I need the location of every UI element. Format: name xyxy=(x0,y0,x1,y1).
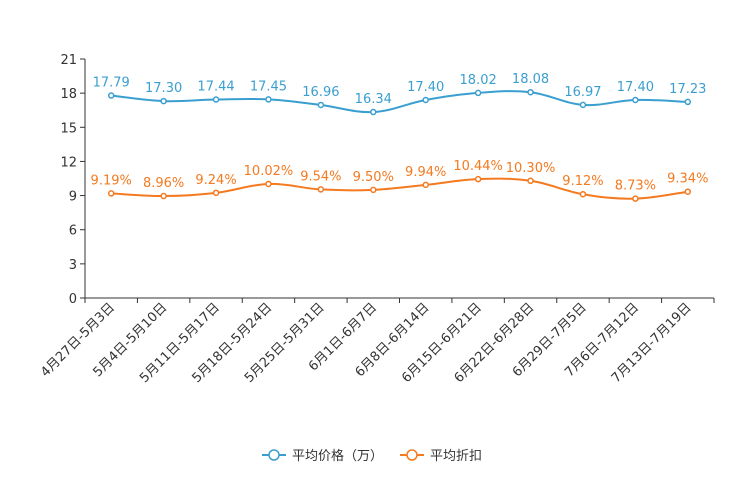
data-label: 17.44 xyxy=(197,80,234,95)
data-label: 9.12% xyxy=(562,174,603,189)
data-label: 16.97 xyxy=(564,85,601,100)
y-tick-label: 6 xyxy=(69,224,77,239)
data-point[interactable] xyxy=(422,181,429,189)
data-label: 10.44% xyxy=(453,159,503,174)
y-tick-label: 3 xyxy=(69,258,77,273)
data-label: 17.30 xyxy=(145,81,182,96)
data-point[interactable] xyxy=(527,88,534,96)
y-tick-label: 9 xyxy=(69,190,77,205)
data-point[interactable] xyxy=(212,96,220,103)
data-label: 10.30% xyxy=(506,161,556,176)
data-label: 9.24% xyxy=(195,173,236,188)
data-point[interactable] xyxy=(212,189,220,197)
data-label: 17.45 xyxy=(250,79,287,94)
data-label: 17.40 xyxy=(617,80,654,95)
data-point[interactable] xyxy=(474,89,482,97)
data-point[interactable] xyxy=(107,190,115,197)
data-point[interactable] xyxy=(370,186,377,194)
data-point[interactable] xyxy=(317,101,325,109)
data-label: 8.96% xyxy=(143,176,184,191)
data-point[interactable] xyxy=(160,97,167,105)
y-axis: 0 3 6 9 12 15 18 21 xyxy=(60,53,86,307)
data-point[interactable] xyxy=(474,175,482,183)
data-point[interactable] xyxy=(265,96,272,103)
series-layer xyxy=(107,88,692,202)
data-label: 17.23 xyxy=(669,82,706,97)
series-line xyxy=(111,90,688,114)
x-axis: 4月27日-5月3日5月4日-5月10日5月11日-5月17日5月18日-5月2… xyxy=(38,297,715,386)
data-point[interactable] xyxy=(632,96,639,104)
series-1 xyxy=(107,88,692,116)
y-tick-label: 0 xyxy=(69,292,77,307)
legend-marker-icon xyxy=(406,449,418,461)
y-tick-label: 21 xyxy=(60,53,77,68)
data-point[interactable] xyxy=(422,96,429,104)
y-tick-label: 12 xyxy=(60,155,77,170)
data-point[interactable] xyxy=(579,101,587,109)
data-point[interactable] xyxy=(579,190,587,198)
y-tick-label: 18 xyxy=(60,87,77,102)
data-label: 9.50% xyxy=(353,170,394,185)
data-point[interactable] xyxy=(370,108,377,116)
data-label: 8.73% xyxy=(615,179,656,194)
legend-item-1[interactable]: 平均价格（万） xyxy=(262,448,383,464)
data-point[interactable] xyxy=(317,186,325,193)
y-tick-label: 15 xyxy=(60,121,77,136)
series-2 xyxy=(107,175,692,202)
data-label: 16.34 xyxy=(355,92,392,107)
data-point[interactable] xyxy=(160,192,167,200)
data-label: 10.02% xyxy=(244,164,294,179)
series-line xyxy=(111,177,688,200)
data-label: 9.34% xyxy=(667,172,708,187)
data-label: 18.02 xyxy=(460,73,497,88)
data-point[interactable] xyxy=(684,98,692,106)
legend-item-2[interactable]: 平均折扣 xyxy=(400,449,482,464)
legend-label: 平均折扣 xyxy=(430,449,482,464)
legend[interactable]: 平均价格（万） 平均折扣 xyxy=(262,448,482,464)
data-point[interactable] xyxy=(107,92,115,99)
data-label: 9.54% xyxy=(300,169,341,184)
data-point[interactable] xyxy=(265,180,272,188)
legend-marker-icon xyxy=(268,449,280,461)
data-label: 9.94% xyxy=(405,165,446,180)
data-point[interactable] xyxy=(632,195,639,202)
data-labels: 17.79 17.30 17.44 17.45 16.96 16.34 17.40 18.02… xyxy=(91,72,709,193)
data-point[interactable] xyxy=(684,188,692,195)
data-label: 9.19% xyxy=(91,173,132,188)
data-point[interactable] xyxy=(527,177,534,185)
data-label: 17.79 xyxy=(93,76,130,91)
data-label: 18.08 xyxy=(512,72,549,87)
data-label: 17.40 xyxy=(407,80,444,95)
legend-label: 平均价格（万） xyxy=(292,448,383,464)
data-label: 16.96 xyxy=(302,85,339,100)
